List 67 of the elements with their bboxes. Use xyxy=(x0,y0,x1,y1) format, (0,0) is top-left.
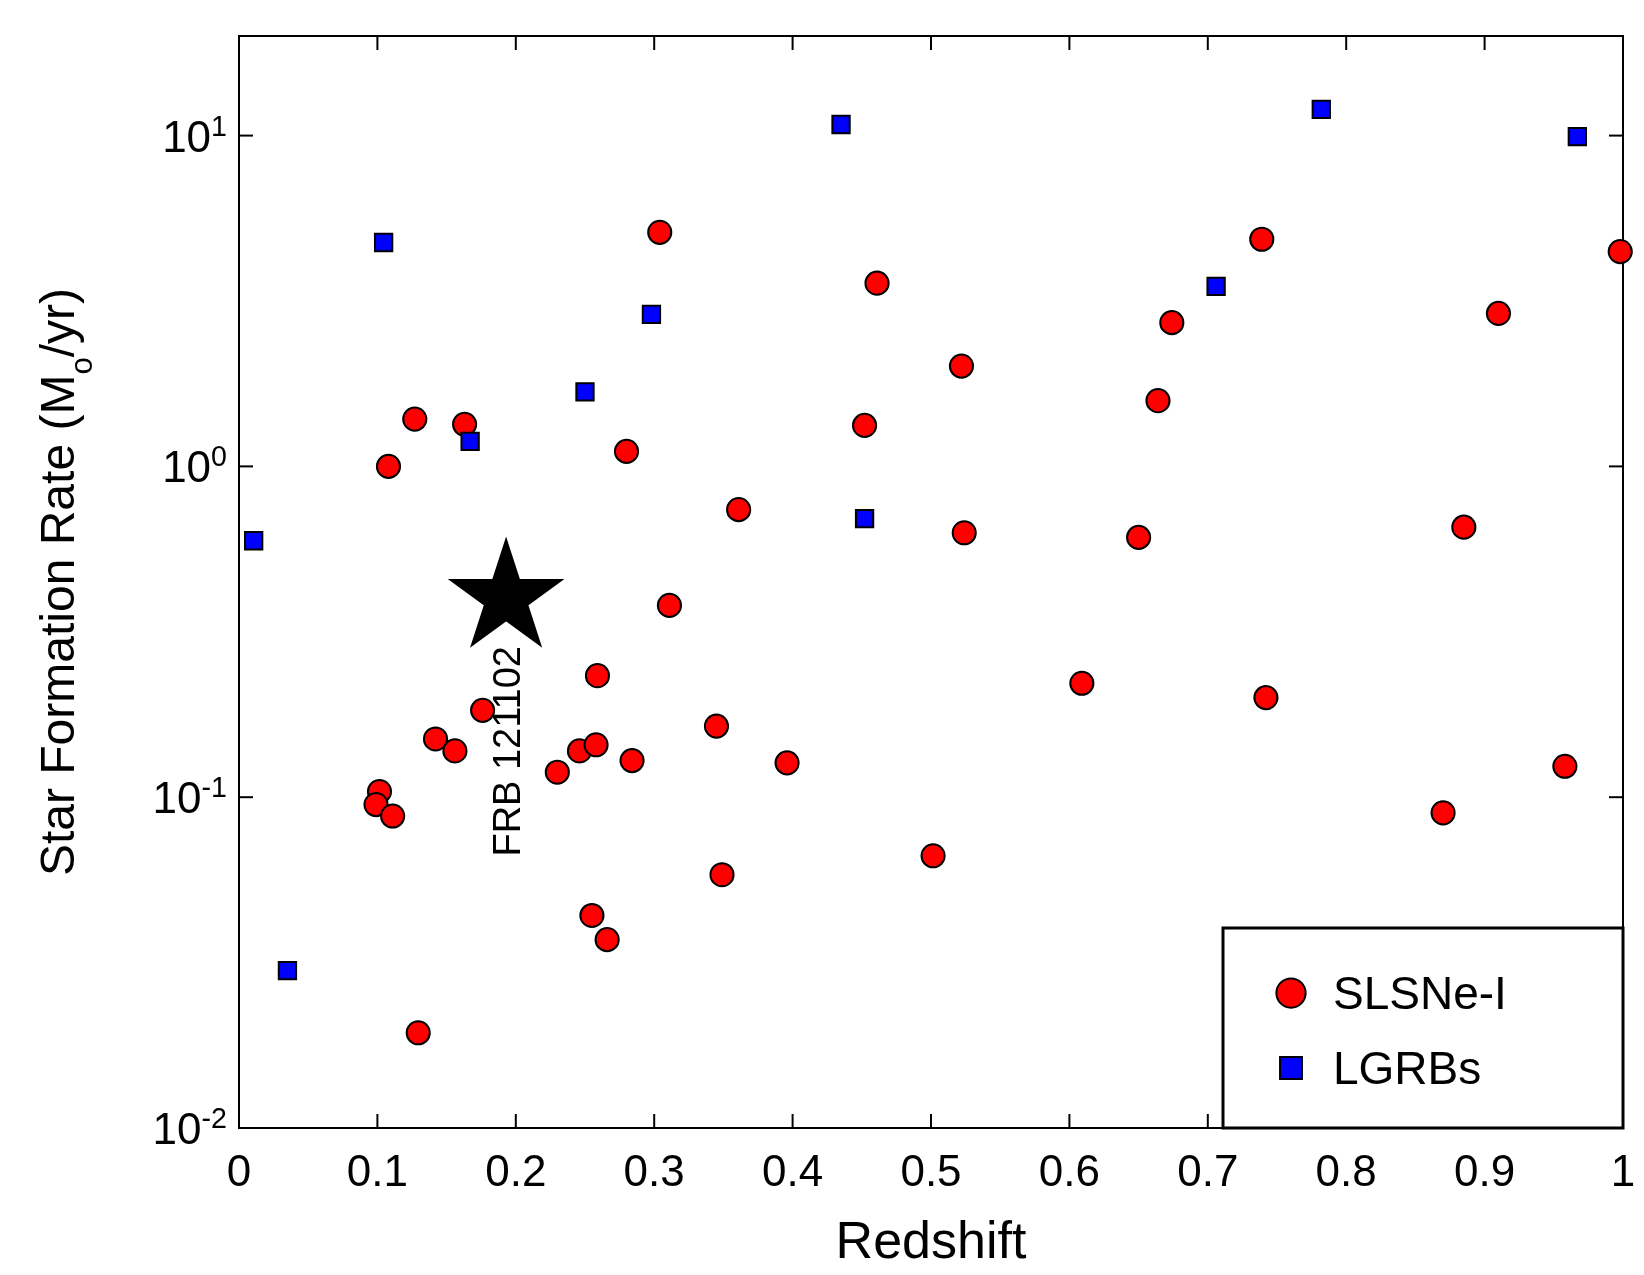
point xyxy=(1552,753,1578,779)
x-tick-label: 0.6 xyxy=(1038,1146,1100,1195)
point xyxy=(703,713,730,739)
x-tick-label: 0.9 xyxy=(1454,1146,1516,1195)
point xyxy=(405,1020,431,1046)
point xyxy=(647,219,673,245)
point xyxy=(1485,300,1511,326)
point xyxy=(544,759,570,785)
x-tick-label: 0 xyxy=(226,1146,252,1195)
point xyxy=(1430,800,1456,826)
y-tick-label: 10$^{1}$ xyxy=(162,109,227,161)
x-tick-label: 0.3 xyxy=(623,1146,685,1195)
point xyxy=(726,497,752,523)
point xyxy=(1145,388,1171,414)
point xyxy=(854,509,875,529)
point xyxy=(948,353,975,379)
point xyxy=(583,732,609,758)
legend-label: LGRBs xyxy=(1333,1042,1482,1094)
point xyxy=(460,431,480,452)
x-tick-label: 0.7 xyxy=(1177,1146,1239,1195)
x-tick-label: 0.2 xyxy=(485,1146,547,1195)
point xyxy=(244,531,264,551)
point xyxy=(575,382,595,402)
x-tick-label: 0.1 xyxy=(346,1146,408,1195)
point xyxy=(1311,99,1331,120)
point xyxy=(452,411,478,437)
point xyxy=(709,862,735,888)
point xyxy=(641,304,662,325)
point xyxy=(920,843,946,869)
point xyxy=(422,726,449,752)
point xyxy=(1126,524,1152,550)
point xyxy=(277,960,298,981)
x-tick-label: 1 xyxy=(1610,1146,1636,1195)
legend-label: SLSNe-I xyxy=(1333,967,1507,1019)
point xyxy=(1607,239,1633,265)
x-tick-label: 0.4 xyxy=(762,1146,824,1195)
point xyxy=(579,902,605,929)
point xyxy=(613,438,640,464)
point xyxy=(1069,670,1095,696)
point xyxy=(774,750,800,776)
point xyxy=(831,114,851,135)
y-tick-label: 10$^{-1}$ xyxy=(152,771,227,823)
point xyxy=(1253,685,1279,711)
point xyxy=(373,232,394,253)
point xyxy=(363,792,389,818)
y-tick-label: 10$^{0}$ xyxy=(162,440,227,492)
point xyxy=(1206,276,1226,297)
point xyxy=(656,592,682,618)
point xyxy=(402,406,428,432)
point xyxy=(584,663,611,689)
point xyxy=(619,748,645,774)
point xyxy=(1159,310,1185,336)
point xyxy=(1451,514,1477,540)
point xyxy=(594,927,620,953)
point xyxy=(380,803,406,829)
point xyxy=(852,412,878,438)
point xyxy=(442,738,468,764)
y-tick-label: 10$^{-2}$ xyxy=(152,1102,227,1153)
x-tick-label: 0.5 xyxy=(900,1146,962,1195)
annotation: FRB 121102 xyxy=(486,646,529,857)
point xyxy=(1567,126,1587,147)
x-axis-title: Redshift xyxy=(835,1211,1027,1269)
x-tick-label: 0.8 xyxy=(1315,1146,1377,1195)
point xyxy=(1249,226,1275,252)
point xyxy=(951,520,977,546)
point xyxy=(864,270,890,296)
point xyxy=(375,453,402,479)
